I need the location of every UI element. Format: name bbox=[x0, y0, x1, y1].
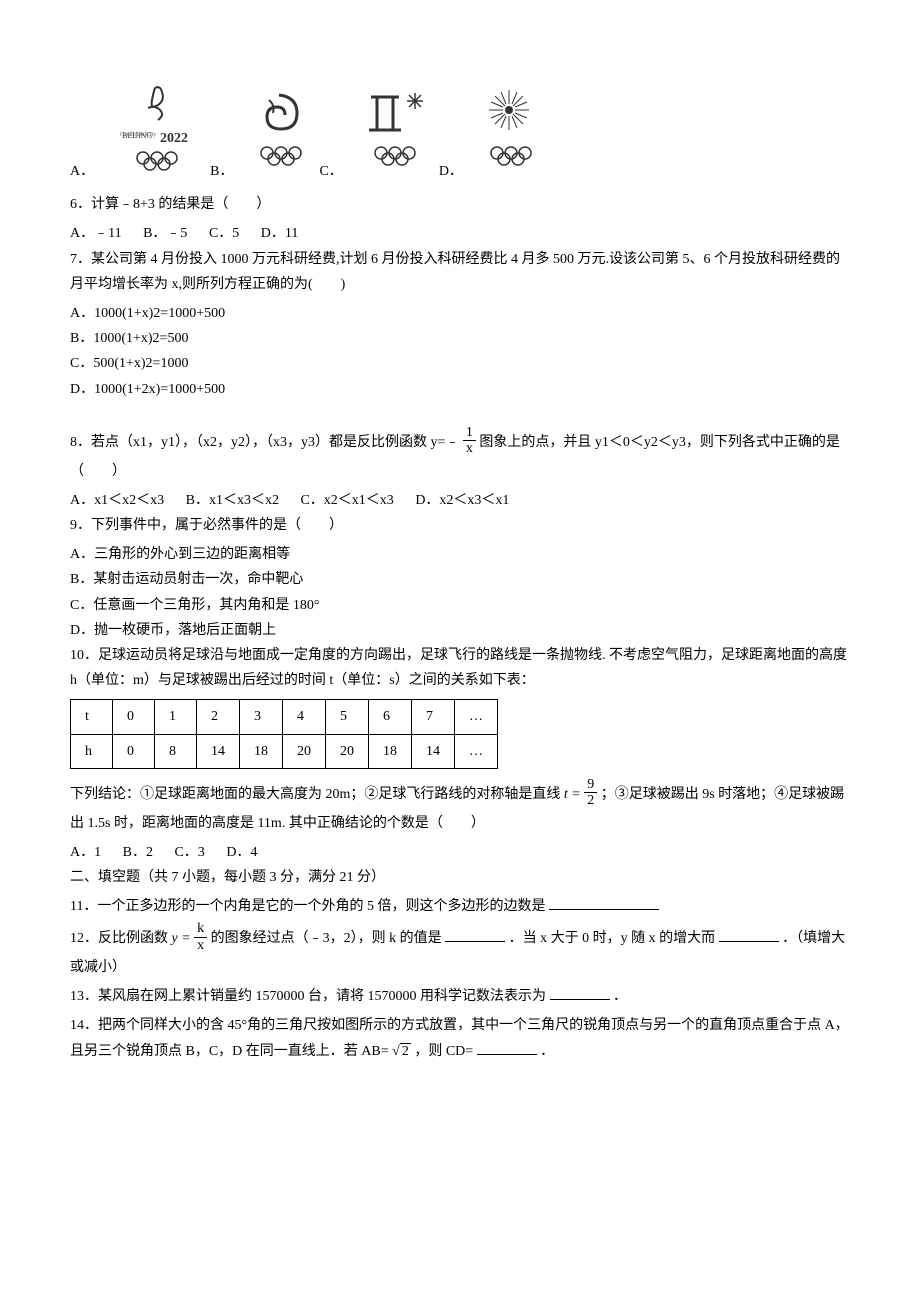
q12-eq-y: y = bbox=[172, 931, 191, 946]
q12-post1: ．当 x 大于 0 时，y 随 x 的增大而 bbox=[509, 931, 716, 946]
q10-conclusion: 下列结论：①足球距离地面的最大高度为 20m；②足球飞行路线的对称轴是直线 t … bbox=[70, 779, 850, 836]
q9-b: B．某射击运动员射击一次，命中靶心 bbox=[70, 567, 850, 592]
q10-text: 10．足球运动员将足球沿与地面成一定角度的方向踢出，足球飞行的路线是一条抛物线.… bbox=[70, 643, 850, 693]
q6-text: 6．计算﹣8+3 的结果是（ ） bbox=[70, 192, 850, 217]
q6-a: A．﹣11 bbox=[70, 226, 122, 241]
cell: 18 bbox=[369, 734, 412, 768]
q10-fraction: 9 2 bbox=[584, 777, 597, 809]
q13: 13．某风扇在网上累计销量约 1570000 台，请将 1570000 用科学记… bbox=[70, 984, 850, 1009]
q13-text: 13．某风扇在网上累计销量约 1570000 台，请将 1570000 用科学记… bbox=[70, 989, 546, 1004]
q9-c: C．任意画一个三角形，其内角和是 180° bbox=[70, 593, 850, 618]
q7-d: D．1000(1+2x)=1000+500 bbox=[70, 377, 850, 402]
q10-a: A．1 bbox=[70, 845, 101, 860]
cell: 14 bbox=[197, 734, 240, 768]
q9-d: D．抛一枚硬币，落地后正面朝上 bbox=[70, 618, 850, 643]
q9-a: A．三角形的外心到三边的距离相等 bbox=[70, 542, 850, 567]
q8-pre: 8．若点（x1，y1），（x2，y2），（x3，y3）都是反比例函数 y=﹣ bbox=[70, 435, 459, 450]
q8-fraction: 1 x bbox=[463, 425, 476, 457]
q10-frac-den: 2 bbox=[584, 793, 597, 808]
cell: 0 bbox=[113, 700, 155, 734]
spiral-logo bbox=[249, 85, 309, 184]
cell: 3 bbox=[240, 700, 283, 734]
option-b-label: B． bbox=[210, 159, 233, 184]
q14-post: ，则 CD= bbox=[414, 1044, 473, 1059]
q11-blank bbox=[549, 896, 659, 910]
q6-d: D．11 bbox=[261, 226, 299, 241]
q7-a: A．1000(1+x)2=1000+500 bbox=[70, 301, 850, 326]
cell: … bbox=[455, 734, 498, 768]
q10-concl-pre: 下列结论：①足球距离地面的最大高度为 20m；②足球飞行路线的对称轴是直线 bbox=[70, 787, 560, 802]
option-a-label: A． bbox=[70, 159, 94, 184]
q12-pre: 12．反比例函数 bbox=[70, 931, 168, 946]
q10-eq-t: t = bbox=[564, 787, 581, 802]
q8-c: C．x2＜x1＜x3 bbox=[300, 493, 393, 508]
section-2-heading: 二、填空题（共 7 小题，每小题 3 分，满分 21 分） bbox=[70, 865, 850, 890]
cell: 2 bbox=[197, 700, 240, 734]
q9-text: 9．下列事件中，属于必然事件的是（ ） bbox=[70, 513, 850, 538]
q10-d: D．4 bbox=[226, 845, 257, 860]
q8-a: A．x1＜x2＜x3 bbox=[70, 493, 164, 508]
cell: 4 bbox=[283, 700, 326, 734]
cell: 14 bbox=[412, 734, 455, 768]
q8: 8．若点（x1，y1），（x2，y2），（x3，y3）都是反比例函数 y=﹣ 1… bbox=[70, 427, 850, 484]
q11: 11．一个正多边形的一个内角是它的一个外角的 5 倍，则这个多边形的边数是 bbox=[70, 894, 850, 919]
q14-radicand: 2 bbox=[400, 1043, 411, 1059]
q12-blank1 bbox=[445, 928, 505, 942]
table-row-t: t 0 1 2 3 4 5 6 7 … bbox=[71, 700, 498, 734]
q13-end: ． bbox=[613, 989, 627, 1004]
q5-logo-options: A． BEIJING 2022 Candidate City B． bbox=[70, 80, 850, 184]
q11-text: 11．一个正多边形的一个内角是它的一个外角的 5 倍，则这个多边形的边数是 bbox=[70, 899, 545, 914]
q6-c: C．5 bbox=[209, 226, 239, 241]
cell: 18 bbox=[240, 734, 283, 768]
beijing-2022-logo: BEIJING 2022 Candidate City bbox=[110, 80, 200, 184]
column-star-logo bbox=[359, 85, 429, 184]
option-c-label: C． bbox=[319, 159, 342, 184]
q10-b: B．2 bbox=[123, 845, 153, 860]
q10-c: C．3 bbox=[174, 845, 204, 860]
q12-blank2 bbox=[719, 928, 779, 942]
cell: h bbox=[71, 734, 113, 768]
cell: 8 bbox=[155, 734, 197, 768]
q8-frac-num: 1 bbox=[463, 425, 476, 441]
cell: 20 bbox=[283, 734, 326, 768]
cell: 20 bbox=[326, 734, 369, 768]
cell: 1 bbox=[155, 700, 197, 734]
q14-end: ． bbox=[540, 1044, 554, 1059]
q14-blank bbox=[477, 1041, 537, 1055]
q8-choices: A．x1＜x2＜x3 B．x1＜x3＜x2 C．x2＜x1＜x3 D．x2＜x3… bbox=[70, 488, 850, 513]
q6-choices: A．﹣11 B．﹣5 C．5 D．11 bbox=[70, 221, 850, 246]
q12-frac-num: k bbox=[194, 921, 207, 937]
q12-mid: 的图象经过点（﹣3，2），则 k 的值是 bbox=[211, 931, 442, 946]
q8-d: D．x2＜x3＜x1 bbox=[415, 493, 509, 508]
table-row-h: h 0 8 14 18 20 20 18 14 … bbox=[71, 734, 498, 768]
q7-text: 7．某公司第 4 月份投入 1000 万元科研经费,计划 6 月份投入科研经费比… bbox=[70, 247, 850, 297]
q8-b: B．x1＜x3＜x2 bbox=[186, 493, 279, 508]
q6-b: B．﹣5 bbox=[143, 226, 187, 241]
cell: t bbox=[71, 700, 113, 734]
q8-frac-den: x bbox=[463, 441, 476, 456]
cell: … bbox=[455, 700, 498, 734]
q10-choices: A．1 B．2 C．3 D．4 bbox=[70, 840, 850, 865]
q7-b: B．1000(1+x)2=500 bbox=[70, 326, 850, 351]
cell: 6 bbox=[369, 700, 412, 734]
q7-c: C．500(1+x)2=1000 bbox=[70, 351, 850, 376]
cell: 7 bbox=[412, 700, 455, 734]
q12-frac-den: x bbox=[194, 938, 207, 953]
q14-sqrt: 2 bbox=[392, 1039, 411, 1064]
q13-blank bbox=[550, 986, 610, 1000]
q12-fraction: k x bbox=[194, 921, 207, 953]
q12: 12．反比例函数 y = k x 的图象经过点（﹣3，2），则 k 的值是 ．当… bbox=[70, 923, 850, 980]
q14: 14．把两个同样大小的含 45°角的三角尺按如图所示的方式放置，其中一个三角尺的… bbox=[70, 1013, 850, 1063]
q10-table: t 0 1 2 3 4 5 6 7 … h 0 8 14 18 20 20 18… bbox=[70, 699, 498, 768]
svg-text:2022: 2022 bbox=[160, 131, 188, 146]
q10-frac-num: 9 bbox=[584, 777, 597, 793]
cell: 5 bbox=[326, 700, 369, 734]
svg-text:Candidate City: Candidate City bbox=[120, 132, 156, 138]
option-d-label: D． bbox=[439, 159, 463, 184]
sunburst-logo bbox=[479, 85, 539, 184]
cell: 0 bbox=[113, 734, 155, 768]
